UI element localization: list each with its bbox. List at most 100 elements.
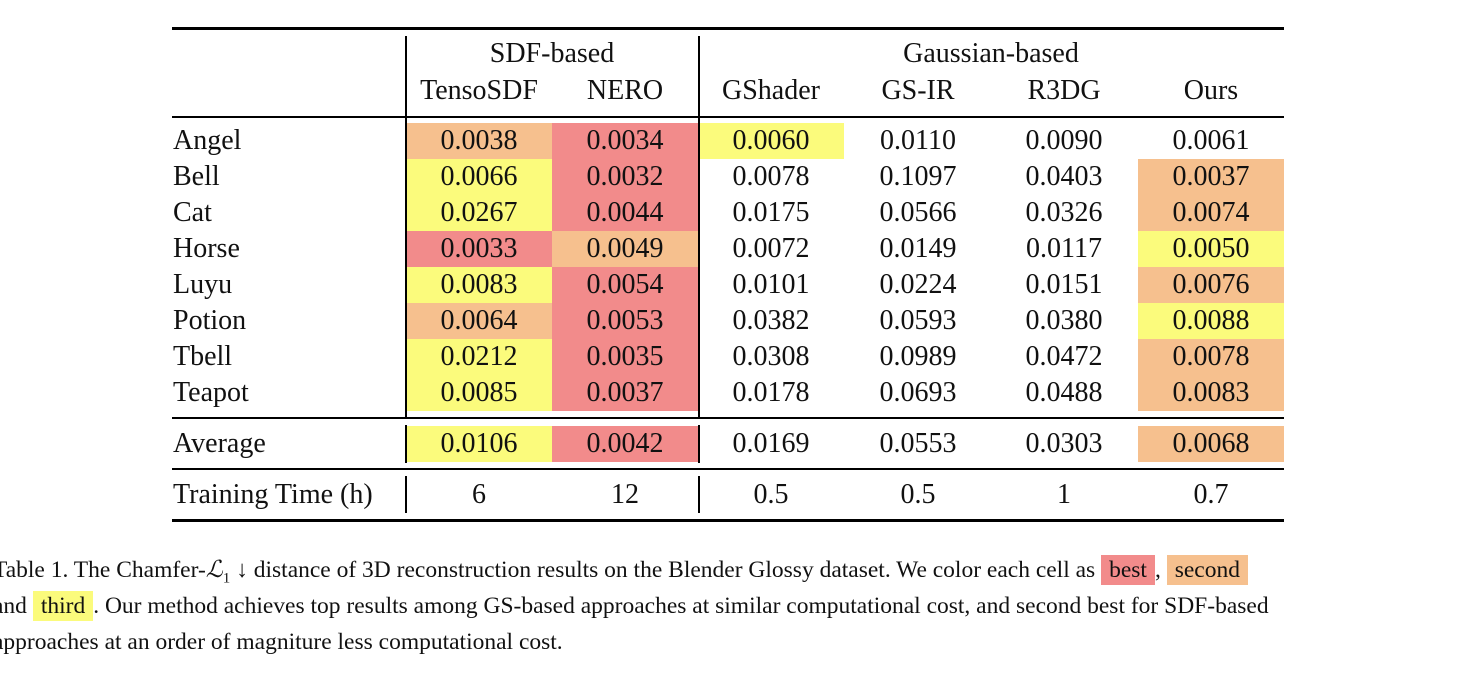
legend-best-swatch: best: [1101, 555, 1155, 585]
cell-luyu-r3dg: 0.0151: [1025, 269, 1103, 300]
caption-line-1: Table 1. The Chamfer-ℒ1 ↓ distance of 3D…: [0, 552, 1457, 588]
cell-bell-ours: 0.0037: [1138, 159, 1284, 195]
column-separator: [698, 476, 700, 513]
cell-training-time-r3dg: 1: [1057, 479, 1071, 510]
cell-teapot-tensosdf: 0.0085: [406, 375, 552, 411]
column-separator: [405, 116, 407, 417]
cell-training-time-nero: 12: [611, 479, 639, 510]
cell-bell-nero: 0.0032: [552, 159, 698, 195]
cell-horse-gs-ir: 0.0149: [879, 233, 957, 264]
row-label-angel: Angel: [173, 125, 242, 156]
caption-text: Table 1. The Chamfer-: [0, 557, 206, 583]
cell-potion-nero: 0.0053: [552, 303, 698, 339]
cell-bell-tensosdf: 0.0066: [406, 159, 552, 195]
cell-horse-nero: 0.0049: [552, 231, 698, 267]
cell-angel-gshader: 0.0060: [698, 123, 844, 159]
column-separator: [405, 36, 407, 116]
cell-horse-ours: 0.0050: [1138, 231, 1284, 267]
cell-luyu-gshader: 0.0101: [732, 269, 810, 300]
cell-tbell-gs-ir: 0.0989: [879, 341, 957, 372]
column-header-tensosdf: TensoSDF: [420, 75, 538, 106]
average-rule: [172, 417, 1284, 419]
cell-average-gs-ir: 0.0553: [879, 428, 957, 459]
cell-bell-r3dg: 0.0403: [1025, 161, 1103, 192]
table-caption: Table 1. The Chamfer-ℒ1 ↓ distance of 3D…: [0, 552, 1457, 660]
caption-text: and: [0, 593, 27, 619]
caption-line-3: approaches at an order of magniture less…: [0, 629, 563, 655]
column-separator: [698, 116, 700, 417]
cell-potion-r3dg: 0.0380: [1025, 305, 1103, 336]
cell-cat-r3dg: 0.0326: [1025, 197, 1103, 228]
caption-l1-subscript: 1: [222, 570, 231, 587]
cell-training-time-tensosdf: 6: [472, 479, 486, 510]
cell-tbell-nero: 0.0035: [552, 339, 698, 375]
cell-potion-ours: 0.0088: [1138, 303, 1284, 339]
header-rule: [172, 116, 1284, 118]
column-separator: [405, 425, 407, 463]
caption-text: ,: [1154, 557, 1167, 583]
cell-cat-gshader: 0.0175: [732, 197, 810, 228]
cell-bell-gshader: 0.0078: [732, 161, 810, 192]
column-separator: [698, 425, 700, 463]
cell-horse-tensosdf: 0.0033: [406, 231, 552, 267]
cell-luyu-tensosdf: 0.0083: [406, 267, 552, 303]
legend-third-swatch: third: [32, 591, 94, 621]
cell-cat-gs-ir: 0.0566: [879, 197, 957, 228]
top-rule: [172, 27, 1284, 30]
column-separator: [405, 476, 407, 513]
row-label-training-time: Training Time (h): [173, 479, 373, 510]
cell-teapot-gshader: 0.0178: [732, 377, 810, 408]
results-table: SDF-based Gaussian-based TensoSDF NERO GSh…: [172, 27, 1284, 523]
cell-potion-tensosdf: 0.0064: [406, 303, 552, 339]
cell-bell-gs-ir: 0.1097: [879, 161, 957, 192]
legend-second-swatch: second: [1166, 555, 1248, 585]
bottom-rule: [172, 519, 1284, 522]
cell-teapot-ours: 0.0083: [1138, 375, 1284, 411]
cell-training-time-ours: 0.7: [1193, 479, 1229, 510]
cell-teapot-nero: 0.0037: [552, 375, 698, 411]
row-label-cat: Cat: [173, 197, 212, 228]
row-label-potion: Potion: [173, 305, 247, 336]
row-label-luyu: Luyu: [173, 269, 233, 300]
caption-line-2: and third. Our method achieves top resul…: [0, 588, 1457, 624]
cell-teapot-r3dg: 0.0488: [1025, 377, 1103, 408]
caption-text: ↓ distance of 3D reconstruction results …: [230, 557, 1102, 583]
cell-training-time-gs-ir: 0.5: [900, 479, 936, 510]
cell-tbell-gshader: 0.0308: [732, 341, 810, 372]
cell-average-gshader: 0.0169: [732, 428, 810, 459]
row-label-teapot: Teapot: [173, 377, 249, 408]
column-header-ours: Ours: [1183, 75, 1239, 106]
column-header-r3dg: R3DG: [1027, 75, 1101, 106]
group-header-sdf: SDF-based: [489, 38, 615, 69]
column-header-gshader: GShader: [722, 75, 820, 106]
cell-training-time-gshader: 0.5: [753, 479, 789, 510]
column-separator: [698, 36, 700, 116]
cell-angel-ours: 0.0061: [1172, 125, 1250, 156]
cell-horse-r3dg: 0.0117: [1026, 233, 1102, 264]
cell-angel-tensosdf: 0.0038: [406, 123, 552, 159]
cell-potion-gs-ir: 0.0593: [879, 305, 957, 336]
cell-average-tensosdf: 0.0106: [406, 426, 552, 462]
cell-average-nero: 0.0042: [552, 426, 698, 462]
cell-luyu-gs-ir: 0.0224: [879, 269, 957, 300]
cell-cat-tensosdf: 0.0267: [406, 195, 552, 231]
column-header-nero: NERO: [586, 75, 664, 106]
row-label-tbell: Tbell: [173, 341, 233, 372]
time-rule: [172, 468, 1284, 470]
cell-average-ours: 0.0068: [1138, 426, 1284, 462]
cell-tbell-r3dg: 0.0472: [1025, 341, 1103, 372]
cell-cat-nero: 0.0044: [552, 195, 698, 231]
cell-potion-gshader: 0.0382: [732, 305, 810, 336]
cell-luyu-ours: 0.0076: [1138, 267, 1284, 303]
cell-tbell-ours: 0.0078: [1138, 339, 1284, 375]
cell-horse-gshader: 0.0072: [732, 233, 810, 264]
column-header-gs-ir: GS-IR: [881, 75, 955, 106]
cell-angel-r3dg: 0.0090: [1025, 125, 1103, 156]
row-label-average: Average: [173, 428, 266, 459]
cell-tbell-tensosdf: 0.0212: [406, 339, 552, 375]
cell-average-r3dg: 0.0303: [1025, 428, 1103, 459]
row-label-bell: Bell: [173, 161, 220, 192]
cell-luyu-nero: 0.0054: [552, 267, 698, 303]
cell-teapot-gs-ir: 0.0693: [879, 377, 957, 408]
caption-l1-symbol: ℒ: [205, 557, 223, 583]
